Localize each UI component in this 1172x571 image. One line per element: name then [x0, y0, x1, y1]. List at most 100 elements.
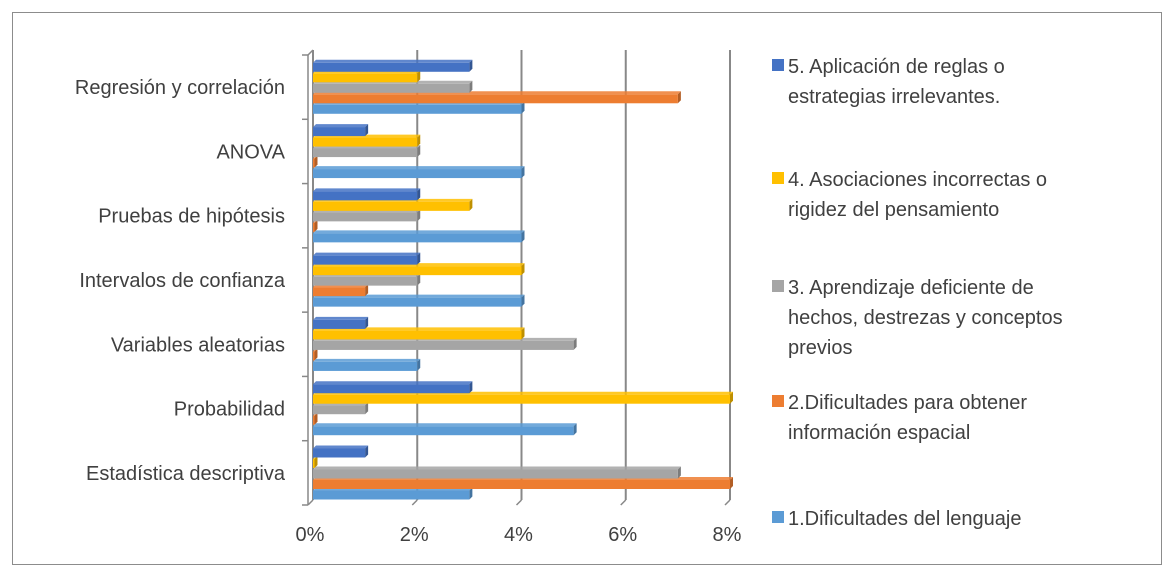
- bar: [313, 137, 418, 147]
- category-label: Estadística descriptiva: [86, 463, 286, 485]
- legend-swatch: [772, 511, 784, 523]
- bar: [313, 62, 470, 72]
- bar: [313, 405, 366, 415]
- category-label: Variables aleatorias: [111, 334, 285, 356]
- bar-top: [313, 188, 421, 192]
- legend-label: 3. Aprendizaje deficiente de hechos, dest…: [788, 277, 1063, 359]
- bar-side: [417, 188, 421, 201]
- bar: [313, 287, 366, 297]
- bar: [313, 340, 574, 350]
- x-tick-label: 8%: [713, 524, 742, 546]
- bar-top: [313, 445, 369, 449]
- bar-top: [313, 59, 473, 63]
- bar: [313, 169, 522, 179]
- bar: [313, 83, 470, 93]
- bar-top: [313, 166, 525, 170]
- legend-swatch: [772, 59, 784, 71]
- bar-side: [469, 80, 473, 93]
- bar-side: [677, 91, 681, 104]
- bar: [313, 490, 470, 500]
- bar: [313, 127, 366, 137]
- bar-side: [521, 327, 525, 340]
- x-tick-label: 2%: [400, 524, 429, 546]
- bar: [313, 415, 315, 425]
- bar: [313, 351, 315, 361]
- bar-top: [313, 316, 369, 320]
- bar-side: [417, 209, 421, 222]
- bar-side: [521, 294, 525, 307]
- category-label: ANOVA: [216, 141, 285, 163]
- bar: [313, 266, 522, 276]
- bar-top: [313, 381, 473, 385]
- gridline-floor: [724, 499, 731, 506]
- legend-item: 2.Dificultades para obtener información e…: [772, 388, 1142, 448]
- bar-top: [313, 466, 681, 470]
- bar-side: [469, 487, 473, 500]
- bar: [313, 255, 418, 265]
- bar-side: [521, 166, 525, 179]
- legend-item: 3. Aprendizaje deficiente de hechos, dest…: [772, 273, 1142, 363]
- y-axis-top: [307, 49, 314, 56]
- bar-side: [573, 337, 577, 350]
- bar-top: [313, 230, 525, 234]
- bar: [313, 297, 522, 307]
- bar: [313, 384, 470, 394]
- bar-top: [313, 252, 421, 256]
- legend-swatch: [772, 280, 784, 292]
- bar-side: [417, 358, 421, 371]
- bar-side: [417, 273, 421, 286]
- bar-side: [314, 348, 318, 361]
- bar-side: [417, 70, 421, 83]
- bar-side: [521, 263, 525, 276]
- bar: [313, 104, 522, 114]
- bar: [313, 233, 522, 243]
- legend-label: 4. Asociaciones incorrectas o rigidez del…: [788, 169, 1048, 221]
- bar: [313, 469, 678, 479]
- category-label: Regresión y correlación: [75, 77, 285, 99]
- bar-side: [417, 145, 421, 158]
- bar-side: [469, 381, 473, 394]
- bar: [313, 319, 366, 329]
- bar-side: [730, 477, 733, 489]
- bar-top: [313, 358, 421, 362]
- bar: [313, 158, 315, 168]
- bar-side: [730, 391, 733, 404]
- bar: [313, 394, 730, 404]
- legend-swatch: [772, 172, 784, 184]
- category-label: Intervalos de confianza: [79, 270, 286, 292]
- bar: [313, 480, 730, 489]
- gridline-floor: [307, 499, 314, 506]
- bar-side: [365, 284, 369, 297]
- bar: [313, 426, 574, 436]
- legend-swatch: [772, 395, 784, 407]
- bar: [313, 148, 418, 158]
- bar-side: [469, 198, 473, 211]
- bar-side: [417, 134, 421, 147]
- bar-side: [314, 155, 318, 168]
- bar: [313, 448, 366, 458]
- bar-top: [313, 423, 577, 427]
- bar-side: [314, 412, 318, 425]
- bar-side: [314, 456, 318, 468]
- category-label: Probabilidad: [174, 399, 285, 421]
- bar: [313, 94, 678, 104]
- bar-side: [365, 316, 369, 329]
- bar-side: [365, 124, 369, 137]
- bar: [313, 222, 315, 232]
- bar-top: [313, 124, 369, 128]
- bar-side: [677, 466, 681, 479]
- legend-label: 5. Aplicación de reglas o estrategias irr…: [788, 56, 1005, 108]
- gridline-floor: [515, 499, 523, 506]
- bar-side: [521, 230, 525, 243]
- gridline-floor: [620, 499, 627, 506]
- bar-side: [469, 59, 473, 72]
- x-tick-label: 4%: [504, 524, 533, 546]
- legend-label: 1.Dificultades del lenguaje: [788, 508, 1022, 530]
- bar: [313, 330, 522, 340]
- gridline-floor: [411, 499, 418, 506]
- bar-side: [573, 423, 577, 436]
- bar-side: [365, 445, 369, 458]
- bar: [313, 201, 470, 211]
- category-label: Pruebas de hipótesis: [98, 206, 285, 228]
